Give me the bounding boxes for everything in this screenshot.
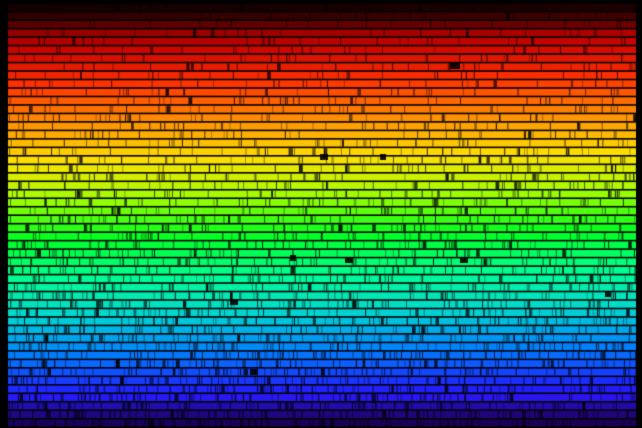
solar-spectrum-image: [0, 0, 642, 428]
